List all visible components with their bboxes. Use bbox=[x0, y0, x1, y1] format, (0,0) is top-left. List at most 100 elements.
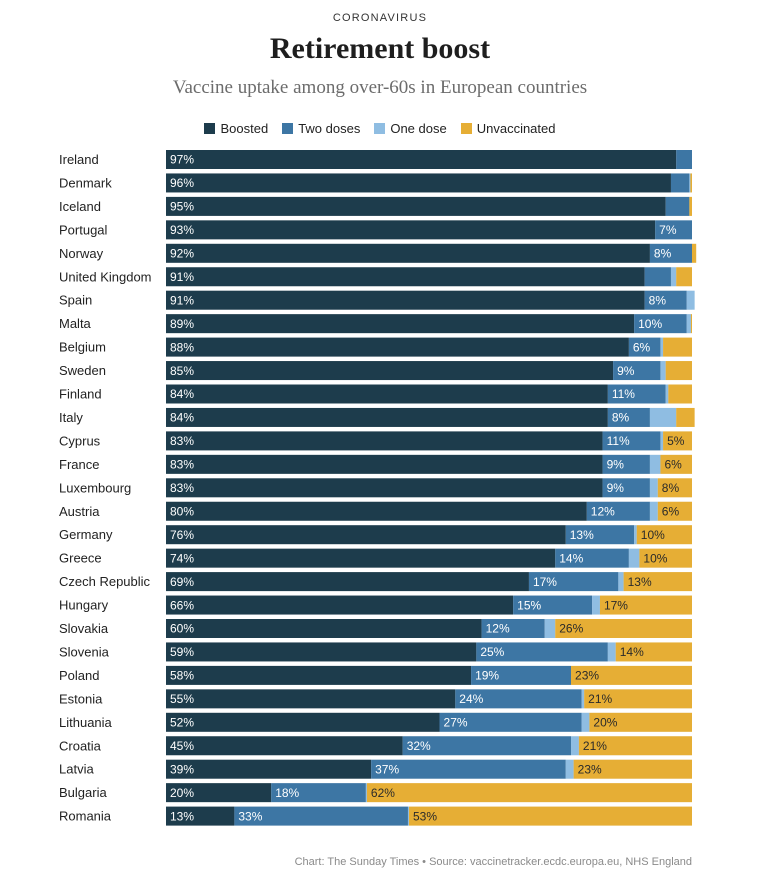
data-label-boosted-latvia: 39% bbox=[170, 762, 194, 776]
legend-swatch-one-dose bbox=[374, 123, 386, 134]
bar-unvaccinated-austria bbox=[657, 501, 692, 521]
data-label-two-doses-greece: 14% bbox=[559, 551, 583, 565]
bar-two-doses-hungary bbox=[513, 595, 593, 615]
bar-one-dose-slovenia bbox=[607, 642, 616, 662]
category-label-malta: Malta bbox=[59, 316, 92, 331]
bar-unvaccinated-romania bbox=[409, 806, 692, 826]
bar-boosted-estonia bbox=[166, 689, 456, 709]
bar-unvaccinated-slovenia bbox=[615, 642, 692, 662]
data-label-boosted-romania: 13% bbox=[170, 809, 194, 823]
data-label-boosted-denmark: 96% bbox=[170, 176, 194, 190]
category-label-slovenia: Slovenia bbox=[59, 644, 110, 659]
data-label-two-doses-slovakia: 12% bbox=[486, 622, 510, 636]
data-label-boosted-finland: 84% bbox=[170, 387, 194, 401]
data-label-two-doses-slovenia: 25% bbox=[480, 645, 504, 659]
bar-two-doses-czech-republic bbox=[528, 572, 619, 592]
data-label-two-doses-finland: 11% bbox=[612, 387, 635, 401]
bar-boosted-denmark bbox=[166, 173, 671, 193]
bar-unvaccinated-bulgaria bbox=[366, 783, 692, 803]
category-label-spain: Spain bbox=[59, 293, 92, 308]
bar-boosted-iceland bbox=[166, 196, 666, 216]
data-label-two-doses-germany: 13% bbox=[570, 528, 594, 542]
bar-one-dose-luxembourg bbox=[649, 478, 658, 498]
category-label-united-kingdom: United Kingdom bbox=[59, 269, 152, 284]
data-label-two-doses-malta: 10% bbox=[638, 317, 662, 331]
category-label-iceland: Iceland bbox=[59, 199, 101, 214]
data-label-unvaccinated-hungary: 17% bbox=[604, 598, 628, 612]
data-label-boosted-italy: 84% bbox=[170, 411, 194, 425]
bar-one-dose-denmark bbox=[689, 173, 691, 193]
bar-unvaccinated-france bbox=[660, 454, 692, 474]
category-label-hungary: Hungary bbox=[59, 598, 109, 613]
bar-two-doses-poland bbox=[471, 665, 572, 685]
bar-two-doses-portugal bbox=[655, 220, 692, 240]
data-label-boosted-germany: 76% bbox=[170, 528, 194, 542]
data-label-boosted-slovenia: 59% bbox=[170, 645, 194, 659]
bar-two-doses-italy bbox=[607, 407, 650, 427]
data-label-two-doses-portugal: 7% bbox=[659, 223, 677, 237]
bar-boosted-czech-republic bbox=[166, 572, 529, 592]
data-label-two-doses-france: 9% bbox=[607, 458, 625, 472]
bar-two-doses-croatia bbox=[402, 736, 572, 756]
bar-one-dose-france bbox=[649, 454, 661, 474]
data-label-boosted-bulgaria: 20% bbox=[170, 786, 194, 800]
bar-two-doses-united-kingdom bbox=[644, 267, 671, 287]
bar-unvaccinated-malta bbox=[690, 314, 692, 334]
bar-boosted-norway bbox=[166, 243, 650, 263]
category-label-austria: Austria bbox=[59, 504, 100, 519]
bar-boosted-romania bbox=[166, 806, 235, 826]
bar-one-dose-greece bbox=[628, 548, 640, 568]
category-label-latvia: Latvia bbox=[59, 762, 94, 777]
data-label-boosted-ireland: 97% bbox=[170, 153, 194, 167]
category-label-finland: Finland bbox=[59, 387, 102, 402]
legend-item-unvaccinated: Unvaccinated bbox=[460, 121, 556, 136]
data-label-boosted-poland: 58% bbox=[170, 669, 194, 683]
data-label-two-doses-poland: 19% bbox=[475, 669, 499, 683]
category-label-romania: Romania bbox=[59, 809, 112, 824]
bar-boosted-ireland bbox=[166, 150, 677, 169]
data-label-unvaccinated-lithuania: 20% bbox=[593, 716, 617, 730]
data-label-two-doses-cyprus: 11% bbox=[607, 434, 630, 448]
bar-unvaccinated-united-kingdom bbox=[676, 267, 692, 287]
kicker: CORONAVIRUS bbox=[332, 12, 428, 24]
bar-boosted-slovenia bbox=[166, 642, 477, 662]
bar-unvaccinated-sweden bbox=[665, 361, 692, 381]
data-label-boosted-greece: 74% bbox=[170, 551, 194, 565]
data-label-two-doses-estonia: 24% bbox=[459, 692, 483, 706]
bar-two-doses-germany bbox=[565, 525, 635, 545]
bar-boosted-cyprus bbox=[166, 431, 603, 451]
bar-boosted-finland bbox=[166, 384, 608, 404]
data-label-two-doses-bulgaria: 18% bbox=[275, 786, 299, 800]
category-label-luxembourg: Luxembourg bbox=[59, 480, 131, 495]
data-label-boosted-hungary: 66% bbox=[170, 598, 194, 612]
bar-unvaccinated-cyprus bbox=[663, 431, 692, 451]
bar-unvaccinated-hungary bbox=[599, 595, 692, 615]
bar-unvaccinated-iceland bbox=[689, 196, 692, 216]
data-label-unvaccinated-slovakia: 26% bbox=[559, 622, 583, 636]
data-label-boosted-austria: 80% bbox=[170, 504, 194, 518]
bar-unvaccinated-slovakia bbox=[555, 619, 692, 638]
bar-two-doses-luxembourg bbox=[602, 478, 650, 498]
category-label-belgium: Belgium bbox=[59, 340, 106, 355]
data-label-boosted-norway: 92% bbox=[170, 247, 194, 261]
chart-title: Retirement boost bbox=[269, 32, 491, 65]
data-label-unvaccinated-bulgaria: 62% bbox=[371, 786, 395, 800]
data-label-boosted-cyprus: 83% bbox=[170, 434, 194, 448]
bar-unvaccinated-czech-republic bbox=[623, 572, 692, 592]
bar-unvaccinated-latvia bbox=[573, 759, 692, 779]
bar-boosted-luxembourg bbox=[166, 478, 603, 498]
bar-two-doses-romania bbox=[234, 806, 408, 826]
bar-two-doses-france bbox=[602, 454, 650, 474]
data-label-unvaccinated-luxembourg: 8% bbox=[662, 481, 680, 495]
bar-unvaccinated-belgium bbox=[663, 337, 692, 357]
bar-one-dose-cyprus bbox=[660, 431, 664, 451]
bar-two-doses-finland bbox=[607, 384, 666, 404]
bar-boosted-france bbox=[166, 454, 603, 474]
data-label-unvaccinated-france: 6% bbox=[664, 458, 682, 472]
bar-boosted-belgium bbox=[166, 337, 629, 357]
bar-one-dose-hungary bbox=[592, 595, 600, 615]
data-label-boosted-france: 83% bbox=[170, 458, 194, 472]
data-label-boosted-iceland: 95% bbox=[170, 200, 194, 214]
bar-two-doses-greece bbox=[555, 548, 629, 568]
